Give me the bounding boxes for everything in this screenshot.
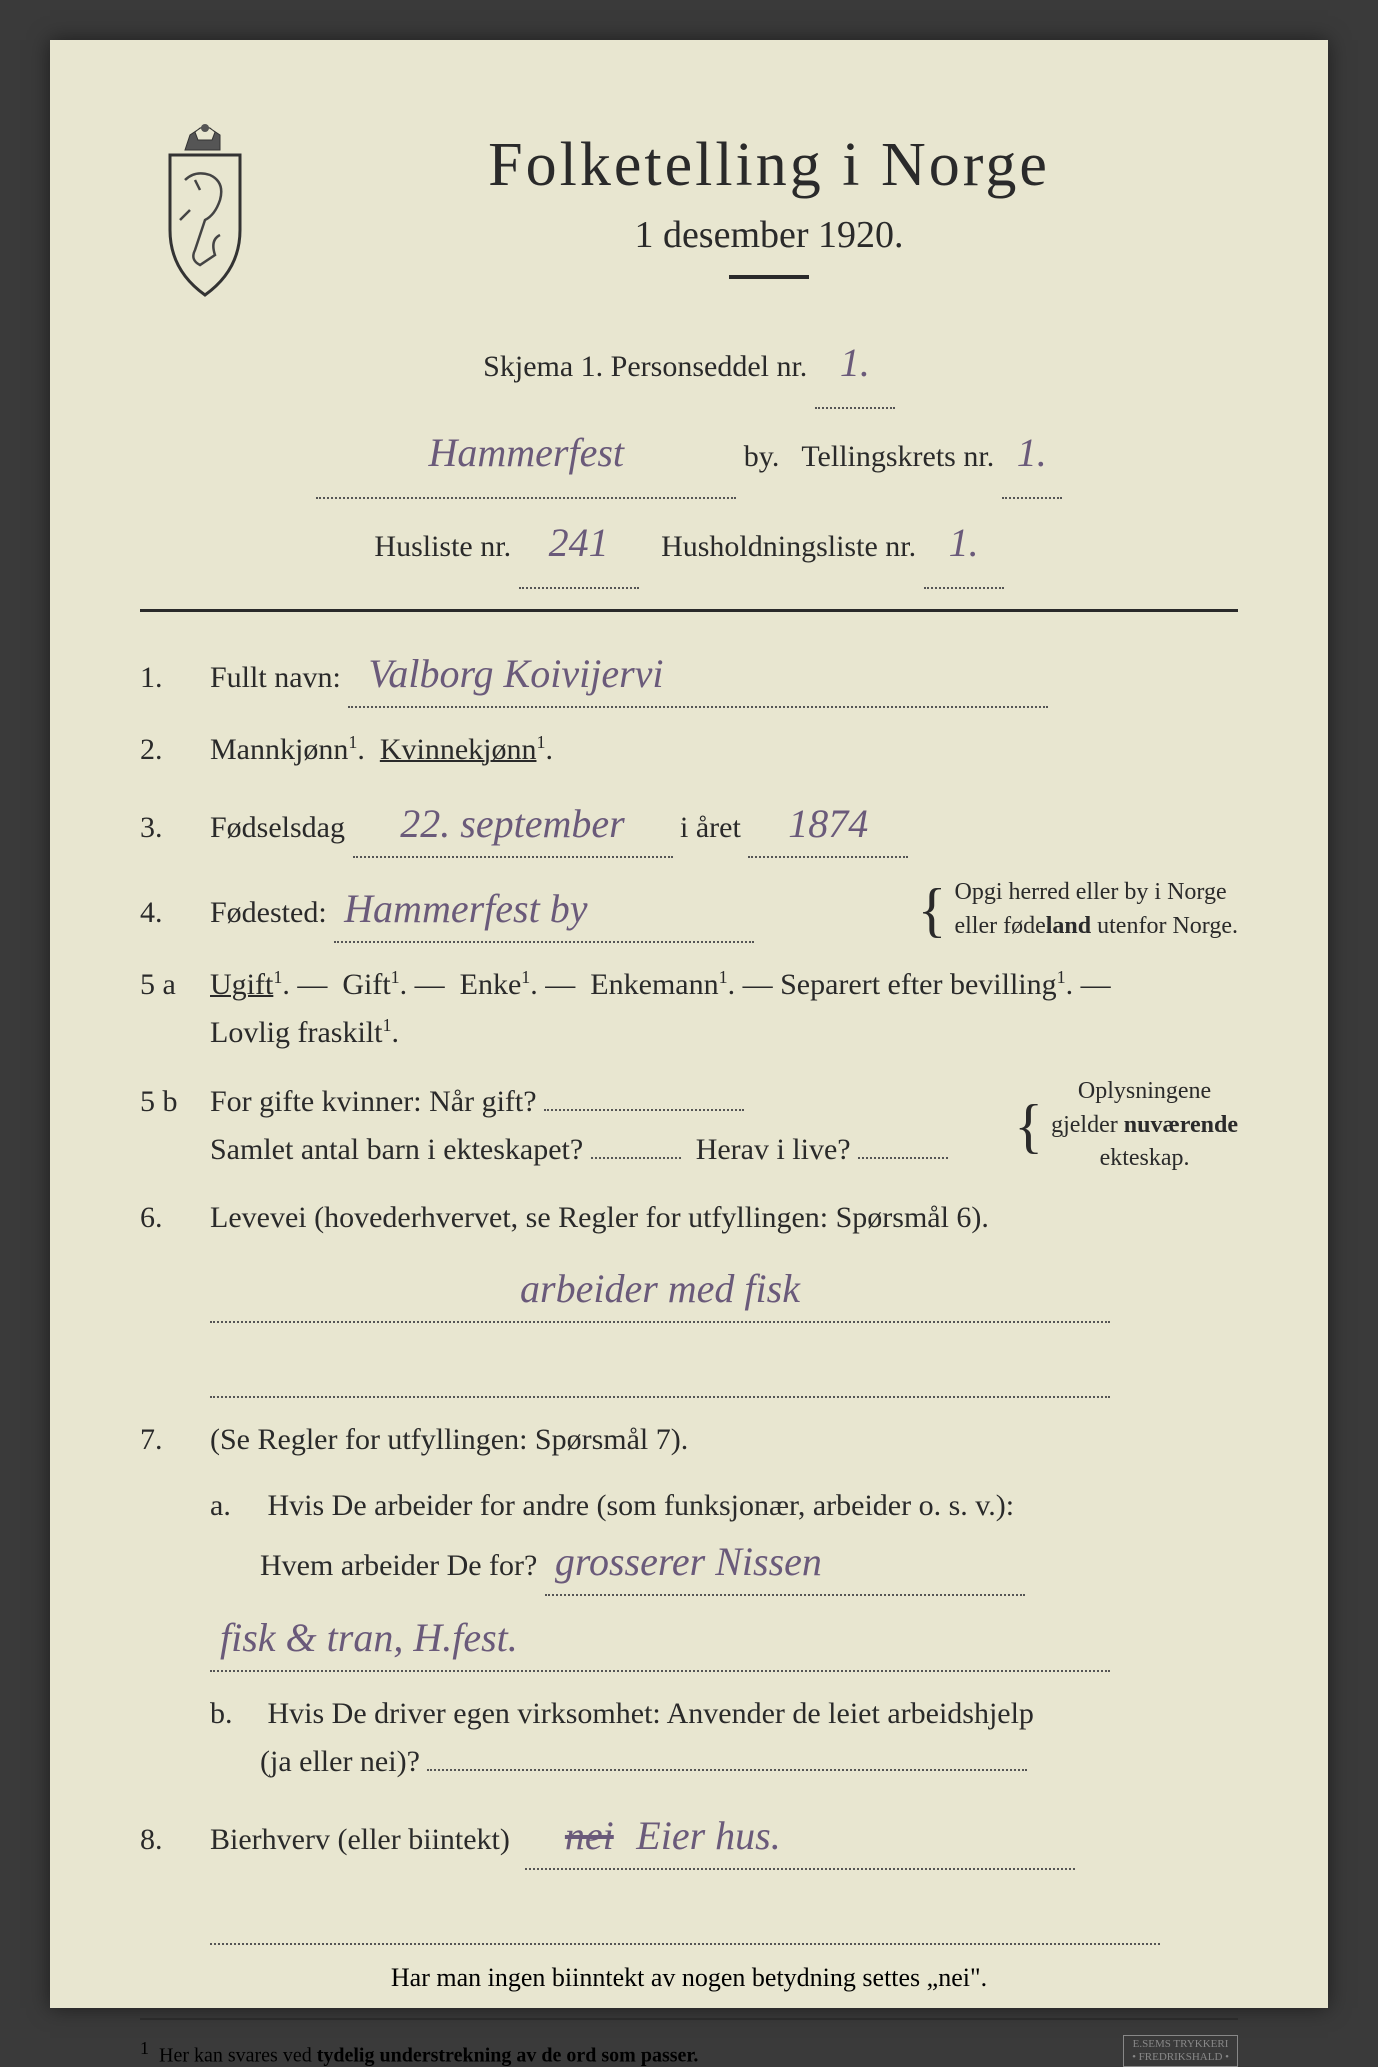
q6-blank xyxy=(210,1348,1110,1398)
q2-kvinne: Kvinnekjønn xyxy=(380,733,537,766)
title-divider xyxy=(729,275,809,279)
q6-num: 6. xyxy=(140,1194,210,1242)
q5b-live-value xyxy=(858,1157,948,1159)
q7a-l1: Hvis De arbeider for andre (som funksjon… xyxy=(268,1489,1015,1522)
q5a-num: 5 a xyxy=(140,961,210,1009)
husholdningsliste-nr: 1. xyxy=(924,499,1004,589)
census-form-page: Folketelling i Norge 1 desember 1920. Sk… xyxy=(50,40,1328,2008)
q4-row: 4. Fødested: Hammerfest by { Opgi herred… xyxy=(140,876,1238,943)
divider-1 xyxy=(140,609,1238,612)
q7a-value-1: grosserer Nissen xyxy=(545,1530,1025,1596)
personseddel-nr: 1. xyxy=(815,319,895,409)
q4-note: { Opgi herred eller by i Norge eller fød… xyxy=(918,876,1238,943)
footnote: 1 Her kan svares ved tydelig understrekn… xyxy=(140,2038,698,2067)
q5b-l2b: Herav i live? xyxy=(696,1133,851,1166)
q6-row: 6. Levevei (hovederhvervet, se Regler fo… xyxy=(140,1194,1238,1398)
q3-year: 1874 xyxy=(748,792,908,858)
sub-title: 1 desember 1920. xyxy=(300,213,1238,257)
q5b-l1: For gifte kvinner: Når gift? xyxy=(210,1085,537,1118)
q5a-separert: Separert efter bevilling xyxy=(780,968,1057,1001)
q4-label: Fødested: xyxy=(210,896,327,929)
q5a-row: 5 a Ugift1. — Gift1. — Enke1. — Enkemann… xyxy=(140,961,1238,1057)
crest-svg xyxy=(140,120,270,300)
q5b-gift-value xyxy=(544,1109,744,1111)
q7b-l2: (ja eller nei)? xyxy=(260,1745,420,1778)
q4-num: 4. xyxy=(140,889,210,937)
q8-value: Eier hus. xyxy=(636,1813,780,1858)
husholdningsliste-label: Husholdningsliste nr. xyxy=(661,530,916,563)
q2-row: 2. Mannkjønn1. Kvinnekjønn1. xyxy=(140,726,1238,774)
questions: 1. Fullt navn: Valborg Koivijervi 2. Man… xyxy=(140,642,1238,1945)
brace-icon: { xyxy=(918,886,947,934)
q5a-gift: Gift xyxy=(342,968,390,1001)
q8-label: Bierhverv (eller biintekt) xyxy=(210,1823,510,1856)
q1-num: 1. xyxy=(140,654,210,702)
q7a-letter: a. xyxy=(210,1482,260,1530)
printer-mark: E.SEMS TRYKKERI • FREDRIKSHALD • xyxy=(1123,2035,1238,2067)
q2-num: 2. xyxy=(140,726,210,774)
q3-day: 22. september xyxy=(353,792,673,858)
tellingskrets-nr: 1. xyxy=(1002,409,1062,499)
q5a-fraskilt: Lovlig fraskilt xyxy=(210,1016,382,1049)
by-value: Hammerfest xyxy=(316,409,736,499)
q7b-l1: Hvis De driver egen virksomhet: Anvender… xyxy=(268,1697,1034,1730)
q8-blank xyxy=(210,1895,1160,1945)
q8-strike: nei xyxy=(565,1813,614,1858)
q1-label: Fullt navn: xyxy=(210,661,341,694)
q7b-letter: b. xyxy=(210,1690,260,1738)
q5a-enkemann: Enkemann xyxy=(590,968,718,1001)
q4-value: Hammerfest by xyxy=(334,877,754,943)
tellingskrets-label: Tellingskrets nr. xyxy=(801,440,994,473)
q7a-l2-label: Hvem arbeider De for? xyxy=(260,1549,537,1582)
q3-num: 3. xyxy=(140,804,210,852)
nei-note: Har man ingen biinntekt av nogen betydni… xyxy=(140,1963,1238,1993)
q5a-ugift: Ugift xyxy=(210,968,273,1001)
q5b-row: 5 b For gifte kvinner: Når gift? Samlet … xyxy=(140,1075,1238,1176)
coat-of-arms-icon xyxy=(140,120,270,300)
q5a-enke: Enke xyxy=(460,968,522,1001)
by-label: by. xyxy=(744,440,780,473)
q3-label: Fødselsdag xyxy=(210,811,345,844)
husliste-label: Husliste nr. xyxy=(374,530,511,563)
q3-year-label: i året xyxy=(680,811,741,844)
q8-row: 8. Bierhverv (eller biintekt) nei Eier h… xyxy=(140,1804,1238,1945)
q5b-l2a: Samlet antal barn i ekteskapet? xyxy=(210,1133,583,1166)
q7b-value xyxy=(427,1769,1027,1771)
meta-block: Skjema 1. Personseddel nr. 1. Hammerfest… xyxy=(180,319,1198,589)
q6-value: arbeider med fisk xyxy=(210,1257,1110,1323)
q1-row: 1. Fullt navn: Valborg Koivijervi xyxy=(140,642,1238,708)
q2-mann: Mannkjønn xyxy=(210,733,348,766)
footnote-bar: 1 Her kan svares ved tydelig understrekn… xyxy=(140,2035,1238,2067)
q7-label: (Se Regler for utfyllingen: Spørsmål 7). xyxy=(210,1423,688,1456)
main-title: Folketelling i Norge xyxy=(300,130,1238,201)
q7a-value-2: fisk & tran, H.fest. xyxy=(210,1606,1110,1672)
husliste-nr: 241 xyxy=(519,499,639,589)
q5b-barn-value xyxy=(591,1157,681,1159)
schema-label: Skjema 1. Personseddel nr. xyxy=(483,350,807,383)
brace-icon-2: { xyxy=(1014,1102,1043,1150)
title-block: Folketelling i Norge 1 desember 1920. xyxy=(300,120,1238,309)
q3-row: 3. Fødselsdag 22. september i året 1874 xyxy=(140,792,1238,858)
divider-2 xyxy=(140,2018,1238,2020)
q7-row: 7. (Se Regler for utfyllingen: Spørsmål … xyxy=(140,1416,1238,1786)
q8-num: 8. xyxy=(140,1816,210,1864)
header: Folketelling i Norge 1 desember 1920. xyxy=(140,120,1238,309)
q1-value: Valborg Koivijervi xyxy=(348,642,1048,708)
q5b-num: 5 b xyxy=(140,1078,210,1126)
q7-num: 7. xyxy=(140,1416,210,1464)
q5b-note: { Oplysningene gjelder nuværende ekteska… xyxy=(1014,1075,1238,1176)
q6-label: Levevei (hovederhvervet, se Regler for u… xyxy=(210,1201,989,1234)
